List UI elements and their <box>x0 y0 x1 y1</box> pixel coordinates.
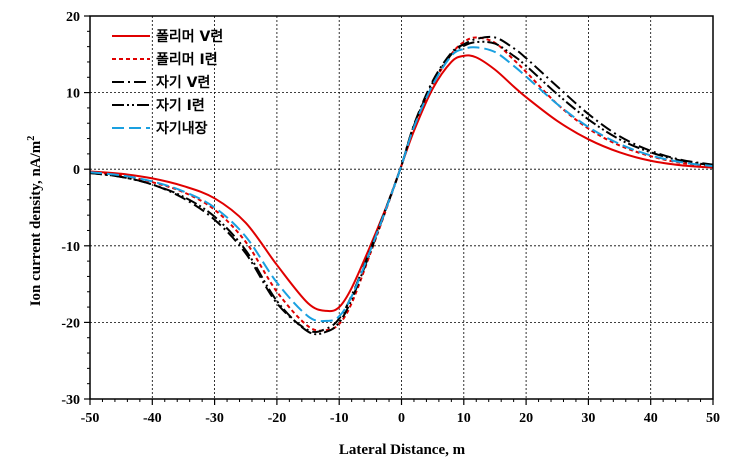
x-tick-label: -20 <box>268 411 287 426</box>
legend-label-1: 폴리머 V련 <box>156 28 223 45</box>
x-tick-label: -50 <box>81 411 100 426</box>
y-tick-label: 0 <box>73 163 80 178</box>
series-line-4 <box>89 40 714 336</box>
series-line-3 <box>89 35 714 333</box>
y-tick-label: -10 <box>61 240 80 255</box>
y-tick-label: 20 <box>66 10 80 25</box>
series-line-5 <box>89 46 714 323</box>
y-tick-label: -30 <box>61 393 80 408</box>
x-tick-label: 30 <box>581 411 595 426</box>
y-tick-labels: -30 -20 -10 0 10 20 <box>61 10 80 408</box>
x-tick-labels: -50 -40 -30 -20 -10 0 10 20 30 40 50 <box>81 411 720 426</box>
x-tick-label: 0 <box>398 411 405 426</box>
x-tick-label: 50 <box>706 411 720 426</box>
y-axis-title-main: Ion current density, nA/m <box>28 140 44 306</box>
y-axis-title: Ion current density, nA/m2 <box>26 136 44 307</box>
series-lines <box>89 35 714 336</box>
x-tick-label: 40 <box>644 411 658 426</box>
x-tick-label: 20 <box>519 411 533 426</box>
x-tick-label: -30 <box>205 411 224 426</box>
x-tick-label: -40 <box>143 411 162 426</box>
legend-label-5: 자기내장 <box>156 120 208 137</box>
x-axis-title: Lateral Distance, m <box>339 442 466 458</box>
x-tick-label: -10 <box>330 411 349 426</box>
legend-label-2: 폴리머 I련 <box>156 51 218 68</box>
axis-ticks <box>84 15 714 405</box>
legend-label-4: 자기 I련 <box>156 97 205 114</box>
y-tick-label: 10 <box>66 87 80 102</box>
y-tick-label: -20 <box>61 316 80 331</box>
legend-label-3: 자기 V련 <box>156 74 210 91</box>
x-tick-label: 10 <box>457 411 471 426</box>
y-axis-title-superscript: 2 <box>26 136 37 141</box>
